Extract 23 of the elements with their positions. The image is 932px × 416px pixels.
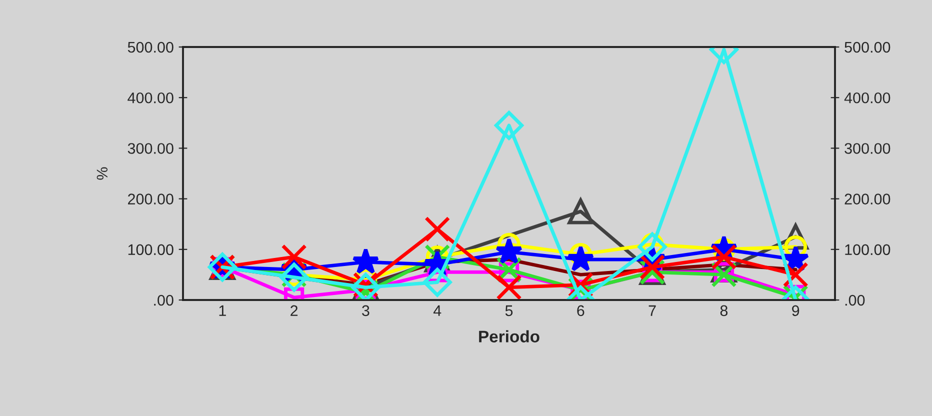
x-tick-label: 4 bbox=[433, 305, 442, 316]
x-tick-label: 1 bbox=[219, 305, 226, 316]
x-tick-label: 8 bbox=[720, 305, 728, 316]
x-tick-label: 7 bbox=[648, 305, 656, 316]
y-tick-label: 100.00 bbox=[128, 244, 174, 256]
x-tick-label: 9 bbox=[792, 305, 800, 316]
y-tick-label: 300.00 bbox=[128, 143, 174, 154]
y2-tick-label: 400.00 bbox=[844, 92, 890, 104]
y2-tick-label: 200.00 bbox=[844, 194, 890, 204]
x-axis-title: Periodo bbox=[479, 330, 540, 342]
x-tick-label: 2 bbox=[290, 305, 298, 316]
y2-tick-label: 100.00 bbox=[845, 244, 890, 256]
x-tick-label: 5 bbox=[505, 305, 513, 316]
y-tick-label: 500.00 bbox=[128, 42, 174, 53]
y2-tick-label: 300.00 bbox=[844, 143, 890, 154]
y2-tick-label: 500.00 bbox=[844, 42, 890, 53]
y-axis-title: % bbox=[96, 167, 108, 180]
y-tick-label: 400.00 bbox=[128, 92, 174, 104]
x-tick-label: 6 bbox=[577, 305, 584, 316]
y-tick-label: 200.00 bbox=[128, 194, 174, 204]
y2-tick-label: .00 bbox=[845, 294, 865, 306]
y-tick-label: .00 bbox=[154, 294, 174, 306]
x-tick-label: 3 bbox=[362, 305, 370, 316]
